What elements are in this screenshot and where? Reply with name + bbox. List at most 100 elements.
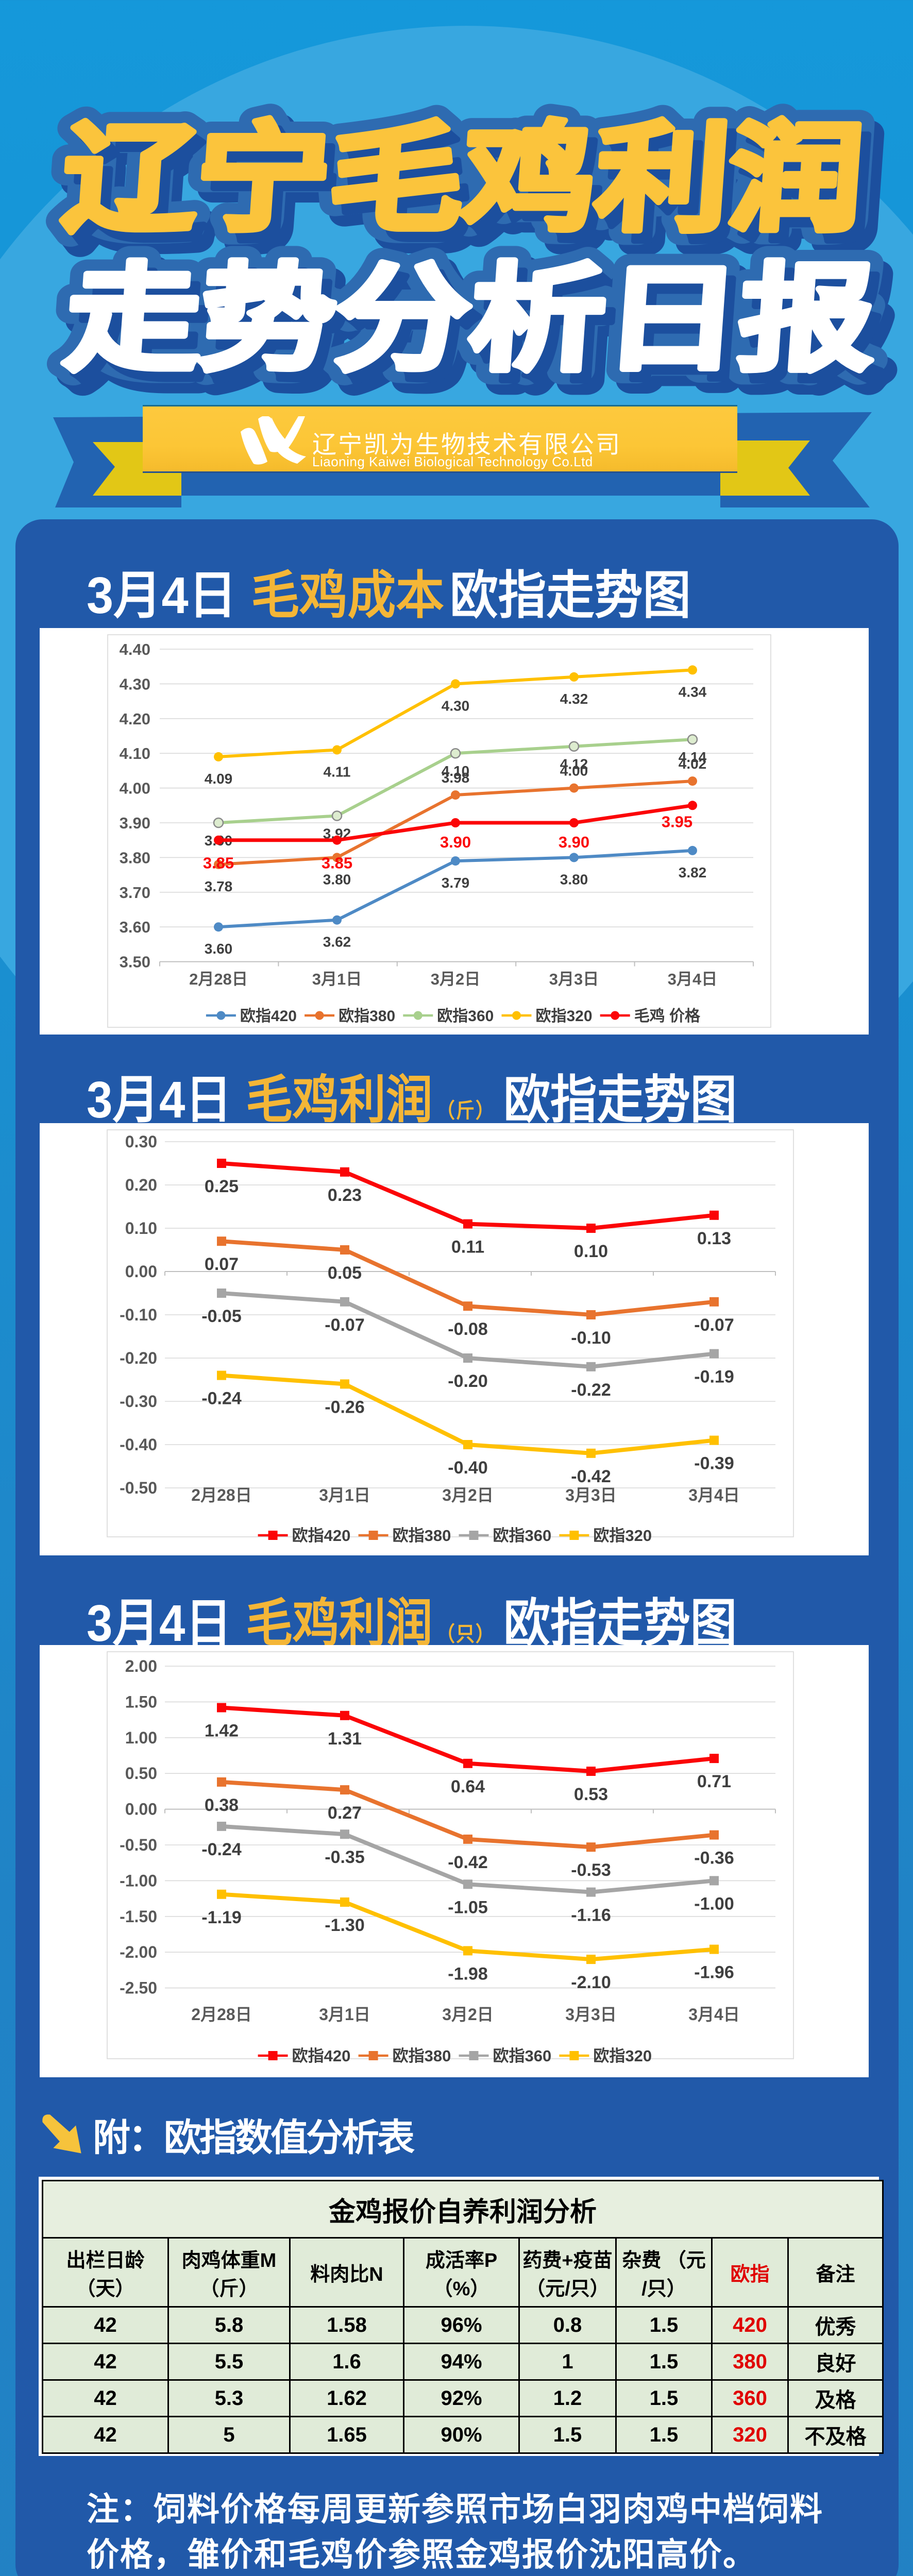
svg-text:-0.05: -0.05 [201,1307,242,1326]
svg-text:辽宁毛鸡利润: 辽宁毛鸡利润 [69,124,877,255]
svg-text:-2.50: -2.50 [120,1979,157,1997]
svg-text:走势分析日报: 走势分析日报 [71,265,889,394]
svg-text:-1.96: -1.96 [694,1963,734,1982]
svg-text:欧指320: 欧指320 [536,1008,593,1025]
svg-text:0.07: 0.07 [205,1255,239,1274]
svg-text:1.42: 1.42 [205,1721,239,1741]
svg-text:0.00: 0.00 [125,1262,157,1281]
svg-text:3.95: 3.95 [662,812,692,831]
svg-text:3.62: 3.62 [323,934,351,950]
svg-text:4.09: 4.09 [205,771,233,787]
svg-text:欧指420: 欧指420 [292,1527,351,1545]
svg-text:-0.22: -0.22 [571,1380,611,1400]
svg-text:-0.53: -0.53 [571,1860,611,1880]
svg-text:走势分析日报: 走势分析日报 [61,255,880,384]
svg-text:3.98: 3.98 [442,770,470,786]
svg-text:辽宁毛鸡利润: 辽宁毛鸡利润 [59,113,867,245]
svg-text:-0.20: -0.20 [448,1371,488,1391]
svg-text:-0.50: -0.50 [120,1479,157,1497]
svg-text:-0.26: -0.26 [325,1397,365,1417]
svg-text:-0.40: -0.40 [448,1458,488,1478]
svg-text:1.00: 1.00 [125,1728,157,1747]
svg-text:4.11: 4.11 [324,764,351,780]
svg-text:-0.10: -0.10 [120,1306,157,1324]
svg-text:3月4日: 3月4日 [688,2005,740,2024]
svg-text:4.30: 4.30 [120,675,150,693]
svg-text:-0.36: -0.36 [694,1849,734,1868]
svg-text:0.53: 0.53 [574,1785,608,1804]
svg-text:-0.50: -0.50 [120,1836,157,1854]
svg-text:3.85: 3.85 [203,854,234,872]
svg-text:0.30: 0.30 [125,1132,157,1151]
svg-text:3.80: 3.80 [120,849,150,867]
svg-text:欧指380: 欧指380 [393,1527,451,1545]
svg-text:0.38: 0.38 [205,1795,239,1815]
svg-text:欧指420: 欧指420 [240,1008,297,1025]
svg-text:0.25: 0.25 [205,1177,239,1196]
svg-text:3.80: 3.80 [323,871,351,887]
svg-text:2月28日: 2月28日 [189,970,248,988]
svg-text:3.90: 3.90 [559,833,589,851]
svg-text:0.50: 0.50 [125,1764,157,1783]
svg-text:欧指420: 欧指420 [292,2047,351,2065]
svg-text:-1.00: -1.00 [120,1871,157,1890]
svg-text:3月2日: 3月2日 [442,1486,494,1504]
svg-text:-1.19: -1.19 [201,1908,242,1927]
svg-text:欧指360: 欧指360 [437,1008,494,1025]
svg-text:-0.24: -0.24 [201,1389,242,1409]
svg-text:-1.50: -1.50 [120,1907,157,1926]
svg-text:1.31: 1.31 [328,1729,362,1749]
svg-text:3.82: 3.82 [679,865,707,880]
svg-text:-1.16: -1.16 [571,1906,611,1925]
svg-text:-2.10: -2.10 [571,1973,611,1992]
svg-text:3.90: 3.90 [440,833,471,851]
svg-text:4.14: 4.14 [679,749,707,765]
svg-text:4.32: 4.32 [560,691,588,707]
svg-text:0.10: 0.10 [125,1219,157,1238]
svg-text:2月28日: 2月28日 [191,2005,251,2024]
svg-text:4.10: 4.10 [442,763,470,779]
svg-text:-0.07: -0.07 [325,1315,365,1335]
svg-text:欧指320: 欧指320 [593,2047,652,2065]
svg-text:1.50: 1.50 [125,1692,157,1711]
svg-text:-1.30: -1.30 [325,1916,365,1935]
svg-text:-0.08: -0.08 [448,1319,488,1339]
svg-text:4.00: 4.00 [120,779,150,798]
svg-text:0.11: 0.11 [451,1238,484,1257]
svg-text:欧指380: 欧指380 [393,2047,451,2065]
svg-text:-1.00: -1.00 [694,1894,734,1913]
svg-text:3.80: 3.80 [560,871,588,887]
svg-text:3.79: 3.79 [442,875,470,891]
svg-text:-0.07: -0.07 [694,1315,734,1335]
svg-text:-0.19: -0.19 [694,1367,734,1387]
svg-text:3月1日: 3月1日 [319,2005,370,2024]
svg-text:3.70: 3.70 [120,884,150,902]
svg-text:2.00: 2.00 [125,1657,157,1675]
svg-text:3月3日: 3月3日 [565,1486,617,1504]
svg-text:4.00: 4.00 [560,763,588,779]
svg-text:0.00: 0.00 [125,1800,157,1819]
svg-text:0.20: 0.20 [125,1176,157,1194]
svg-text:3.60: 3.60 [205,941,233,957]
svg-text:0.64: 0.64 [451,1777,485,1797]
svg-text:4.30: 4.30 [442,698,470,714]
svg-text:-0.42: -0.42 [571,1467,611,1486]
svg-text:3.50: 3.50 [120,953,150,971]
svg-text:-0.10: -0.10 [571,1328,611,1348]
svg-text:4.34: 4.34 [679,684,707,700]
svg-text:4.02: 4.02 [679,756,707,772]
svg-text:4.10: 4.10 [120,744,150,762]
svg-text:欧指380: 欧指380 [339,1008,395,1025]
svg-text:3月1日: 3月1日 [319,1486,370,1504]
svg-text:3.78: 3.78 [205,878,233,894]
svg-text:走势分析日报: 走势分析日报 [61,255,880,384]
svg-text:-0.20: -0.20 [120,1349,157,1367]
svg-text:3月3日: 3月3日 [565,2005,617,2024]
svg-text:欧指320: 欧指320 [593,1527,652,1545]
svg-text:-0.35: -0.35 [325,1848,365,1867]
svg-text:-0.42: -0.42 [448,1853,488,1872]
svg-text:3月2日: 3月2日 [431,970,480,988]
svg-text:0.23: 0.23 [328,1185,362,1205]
svg-text:3.85: 3.85 [322,854,352,872]
svg-text:0.13: 0.13 [697,1229,731,1248]
